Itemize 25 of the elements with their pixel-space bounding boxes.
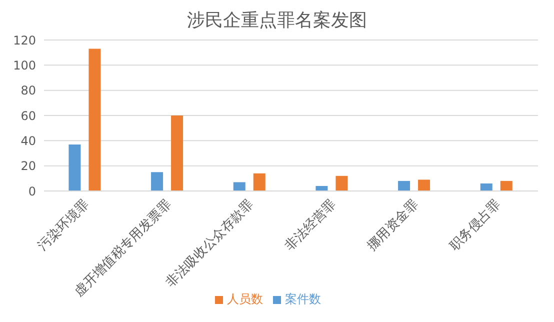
bar <box>336 176 348 191</box>
y-tick-label: 80 <box>20 84 36 98</box>
bar <box>151 172 164 191</box>
y-tick-label: 20 <box>20 159 36 174</box>
legend-label: 人员数 <box>227 292 263 306</box>
x-tick-label: 非法经营罪 <box>282 197 339 254</box>
legend-label: 案件数 <box>285 292 321 306</box>
bar <box>398 180 410 191</box>
bar <box>68 144 81 191</box>
chart-title: 涉民企重点罪名案发图 <box>186 9 368 32</box>
bar <box>253 173 266 191</box>
x-tick-label: 职务侵占罪 <box>447 197 504 254</box>
y-tick-label: 100 <box>13 58 36 72</box>
y-tick-label: 40 <box>20 134 36 148</box>
y-tick-label: 0 <box>28 184 36 198</box>
x-tick-label: 污染环境罪 <box>34 196 92 254</box>
x-tick-label: 挪用资金罪 <box>364 197 422 254</box>
bar <box>88 48 101 191</box>
bar <box>233 182 246 191</box>
bar <box>500 180 512 191</box>
y-tick-label: 120 <box>13 33 36 48</box>
bar <box>171 116 184 191</box>
bar <box>480 183 492 191</box>
y-tick-label: 60 <box>20 108 36 123</box>
bar <box>418 180 430 191</box>
